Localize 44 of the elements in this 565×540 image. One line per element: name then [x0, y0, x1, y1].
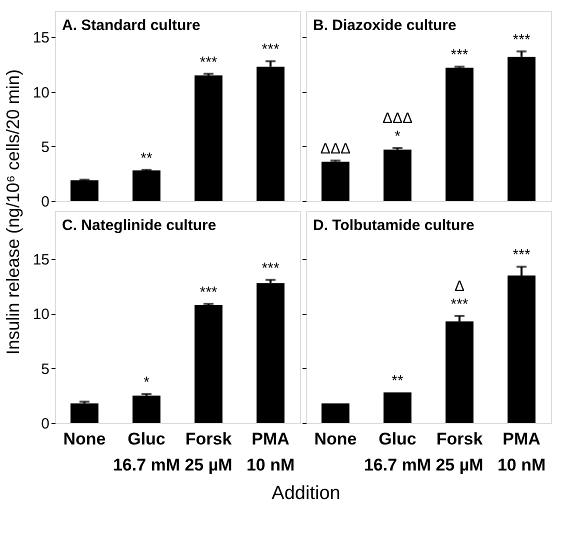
y-tick-label: 10 [32, 306, 50, 324]
y-tick-label: 5 [41, 360, 50, 378]
chart-title: D. Tolbutamide culture [313, 217, 474, 234]
x-tick-label: None [63, 430, 106, 448]
bar [322, 403, 350, 423]
annotation: *** [450, 296, 468, 313]
bar [256, 283, 284, 423]
annotation: Δ [454, 278, 465, 295]
annotation: *** [262, 260, 280, 277]
y-tick-label: 5 [41, 138, 50, 156]
y-tick-label: 0 [41, 416, 50, 432]
chart-title: A. Standard culture [62, 17, 200, 34]
annotation: ΔΔΔ [320, 140, 350, 158]
x-tick-label: PMA 10 nM [497, 430, 546, 474]
y-tick-label: 0 [41, 194, 50, 210]
bar [508, 56, 536, 201]
annotation: *** [200, 284, 218, 301]
bar [384, 392, 412, 423]
chart-title: C. Nateglinide culture [62, 217, 216, 234]
annotation: *** [512, 31, 530, 48]
y-tick-label: 15 [32, 30, 50, 47]
annotation: *** [262, 41, 280, 58]
y-axis-title: Insulin release (ng/10⁶ cells/20 min) [3, 69, 23, 355]
x-tick-label: PMA 10 nM [246, 430, 295, 474]
chart-title: B. Diazoxide culture [313, 17, 456, 34]
bar [132, 170, 160, 201]
annotation: *** [512, 246, 530, 264]
annotation: *** [200, 54, 218, 71]
annotation: ΔΔΔ [382, 110, 413, 128]
annotation: * [394, 128, 401, 146]
x-tick-label: Gluc 16.7 mM [112, 430, 180, 474]
x-tick-label: Gluc 16.7 mM [364, 430, 432, 474]
y-tick-label: 10 [32, 84, 50, 102]
y-tick-label: 15 [32, 252, 50, 269]
annotation: * [144, 374, 150, 392]
annotation: ** [392, 372, 404, 390]
bar [70, 180, 98, 201]
bar [446, 321, 474, 423]
annotation: ** [140, 150, 152, 167]
x-tick-label: None [314, 430, 357, 448]
x-tick-label: Forsk 25 µM [436, 430, 484, 474]
annotation: *** [450, 46, 468, 64]
x-axis-title: Addition [272, 483, 340, 504]
x-tick-label: Forsk 25 µM [184, 430, 232, 474]
